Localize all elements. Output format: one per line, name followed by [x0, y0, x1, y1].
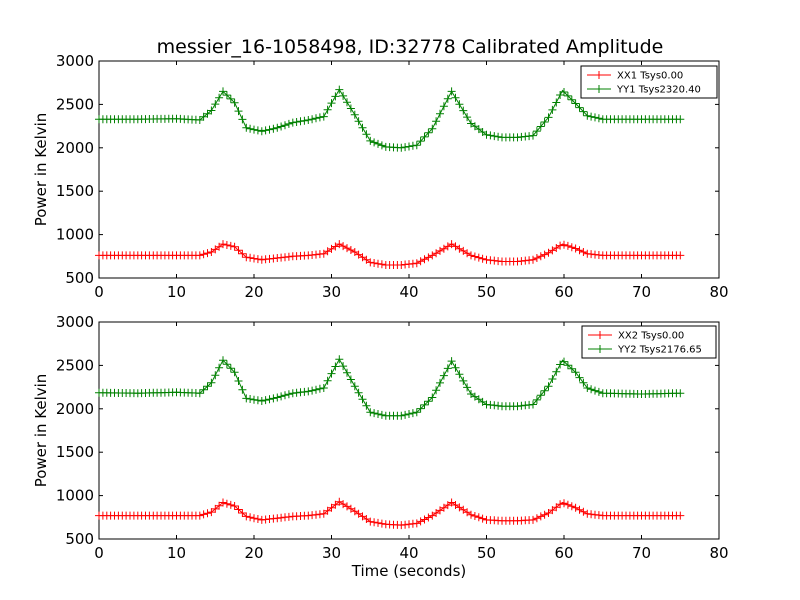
- panels: 0 10 20 30 40 50 60 70 8050010001500200025003000…: [32, 52, 729, 580]
- series-markers: [95, 240, 685, 269]
- chart-panel-2: 0 10 20 30 40 50 60 70 80 500 1000 1500 2000 2500 3000…: [32, 313, 729, 580]
- legend: XX2 Tsys0.00 YY2 Tsys2176.65: [581, 325, 717, 359]
- y-tick-label: 2000: [56, 400, 94, 418]
- legend-box: [581, 325, 717, 359]
- y-axis-label: Power in Kelvin: [32, 113, 50, 227]
- x-tick-label: 80: [709, 544, 728, 562]
- y-tick-label: 2500: [56, 95, 94, 113]
- legend-marker: [596, 331, 604, 339]
- x-tick-label: 40: [399, 283, 418, 301]
- legend-entry-2: YY2 Tsys2176.65: [588, 345, 702, 356]
- legend-label: YY1 Tsys2320.40: [616, 85, 701, 96]
- series-2: [95, 355, 685, 420]
- x-tick-label: 30: [322, 283, 341, 301]
- legend-label: XX2 Tsys0.00: [618, 331, 684, 342]
- x-tick-label: 10: [167, 283, 186, 301]
- y-tick-label: 1500: [56, 443, 94, 461]
- y-tick-label: 500: [65, 269, 94, 287]
- x-tick-label: 50: [477, 544, 496, 562]
- y-tick-label: 500: [65, 530, 94, 548]
- series-markers: [95, 85, 685, 152]
- chart-title: messier_16-1058498, ID:32778 Calibrated …: [157, 36, 664, 58]
- legend-entry-1: XX1 Tsys0.00: [587, 71, 683, 82]
- x-tick-label: 50: [477, 283, 496, 301]
- legend-box: [580, 65, 718, 99]
- legend-marker: [596, 345, 604, 353]
- y-tick-label: 3000: [56, 313, 94, 331]
- y-tick-label: 3000: [56, 52, 94, 70]
- legend-entry-1: XX2 Tsys0.00: [588, 331, 684, 342]
- series-2: [95, 85, 685, 152]
- legend: XX1 Tsys0.00 YY1 Tsys2320.40: [580, 65, 718, 99]
- series-markers: [95, 355, 685, 420]
- legend-label: XX1 Tsys0.00: [617, 71, 683, 82]
- x-tick-label: 10: [167, 544, 186, 562]
- y-tick-label: 1000: [56, 487, 94, 505]
- x-tick-label: 60: [554, 544, 573, 562]
- legend-marker: [595, 85, 603, 93]
- x-tick-label: 0: [94, 544, 104, 562]
- x-tick-label: 40: [399, 544, 418, 562]
- y-tick-label: 2000: [56, 139, 94, 157]
- x-tick-label: 80: [709, 283, 728, 301]
- y-tick-label: 1500: [56, 182, 94, 200]
- series-1: [95, 240, 685, 269]
- x-tick-label: 60: [554, 283, 573, 301]
- legend-label: YY2 Tsys2176.65: [617, 345, 702, 356]
- y-tick-label: 1000: [56, 226, 94, 244]
- x-tick-label: 20: [244, 544, 263, 562]
- x-tick-label: 20: [244, 283, 263, 301]
- legend-marker: [595, 71, 603, 79]
- series-1: [95, 497, 685, 530]
- x-tick-label: 70: [632, 283, 651, 301]
- legend-entry-2: YY1 Tsys2320.40: [587, 85, 701, 96]
- x-tick-label: 70: [632, 544, 651, 562]
- x-axis-label: Time (seconds): [351, 562, 467, 580]
- y-axis-label: Power in Kelvin: [32, 374, 50, 488]
- y-tick-label: 2500: [56, 356, 94, 374]
- series-markers: [95, 497, 685, 530]
- x-tick-label: 0: [94, 283, 104, 301]
- x-tick-label: 30: [322, 544, 341, 562]
- chart-panel-1: 0 10 20 30 40 50 60 70 80 500 1000 1500 2000 2500 3000…: [32, 52, 729, 301]
